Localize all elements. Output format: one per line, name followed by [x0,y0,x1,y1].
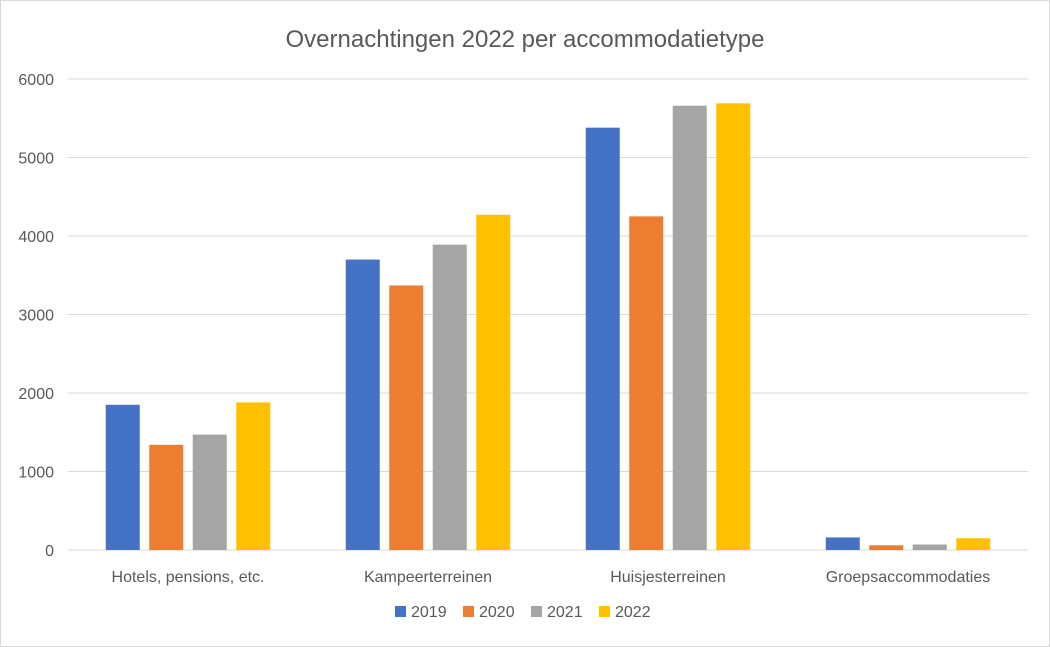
y-tick-label: 3000 [18,308,54,325]
y-tick-label: 5000 [18,151,54,168]
category-label: Hotels, pensions, etc. [112,569,265,586]
legend-swatch-2021 [531,606,542,617]
legend-label-2022: 2022 [615,604,651,621]
bar-2019-2 [585,127,620,551]
y-tick-label: 2000 [18,386,54,403]
bar-2022-1 [476,214,511,550]
legend-label-2021: 2021 [547,604,583,621]
bar-2020-3 [869,545,904,550]
legend-label-2019: 2019 [411,604,447,621]
legend: 2019 2020 2021 2022 [395,604,651,621]
bars [105,103,991,551]
legend-swatch-2020 [463,606,474,617]
bar-2020-1 [389,285,424,550]
category-label: Huisjesterreinen [610,569,726,586]
y-tick-label: 6000 [18,72,54,89]
bar-2022-3 [956,538,991,550]
category-labels: Hotels, pensions, etc. Kampeerterreinen Hu… [112,569,991,586]
bar-2019-1 [345,259,380,550]
y-tick-label: 1000 [18,465,54,482]
y-tick-label: 4000 [18,229,54,246]
bar-2020-0 [149,444,184,550]
bar-2021-0 [192,434,227,550]
bar-2020-2 [629,216,664,550]
gridlines [68,78,1028,551]
bar-2021-3 [912,544,947,550]
bar-2022-2 [716,103,751,551]
chart-title: Overnachtingen 2022 per accommodatietype [286,26,765,53]
legend-label-2020: 2020 [479,604,515,621]
bar-2021-1 [432,244,467,550]
bar-2019-3 [825,537,860,550]
bar-2021-2 [672,105,707,550]
legend-swatch-2022 [599,606,610,617]
category-label: Kampeerterreinen [364,569,492,586]
category-label: Groepsaccommodaties [826,569,991,586]
bar-2019-0 [105,404,140,550]
y-axis-ticks: 0 1000 2000 3000 4000 5000 6000 [18,72,54,560]
bar-2022-0 [236,402,271,550]
legend-swatch-2019 [395,606,406,617]
y-tick-label: 0 [45,543,54,560]
